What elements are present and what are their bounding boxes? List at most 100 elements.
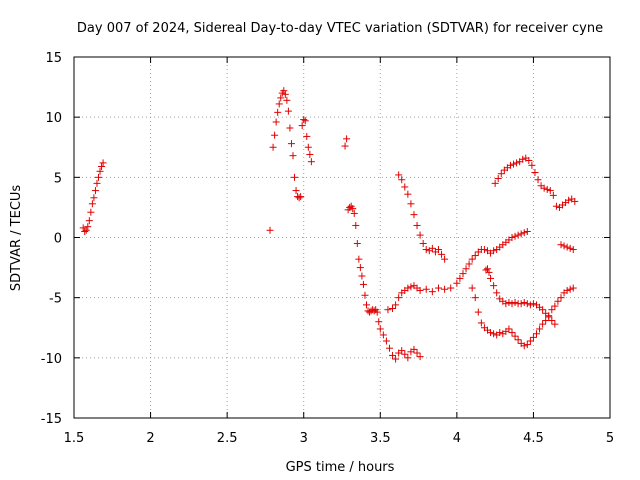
data-point xyxy=(474,308,482,316)
data-point xyxy=(557,241,565,249)
data-point xyxy=(520,298,528,306)
data-point xyxy=(491,179,499,187)
data-point xyxy=(416,231,424,239)
data-point xyxy=(91,187,99,195)
data-point xyxy=(485,268,493,276)
data-point xyxy=(494,175,502,183)
y-axis-label: SDTVAR / TECUs xyxy=(9,185,24,292)
data-point xyxy=(275,100,283,108)
data-point xyxy=(95,173,103,181)
data-point xyxy=(392,301,400,309)
x-tick-label: 5 xyxy=(606,431,614,446)
data-point xyxy=(447,284,455,292)
data-point xyxy=(511,232,519,240)
data-point xyxy=(375,318,383,326)
data-point xyxy=(546,187,554,195)
data-point xyxy=(280,87,288,95)
data-point xyxy=(428,288,436,296)
data-point xyxy=(281,90,289,98)
data-point xyxy=(385,344,393,352)
data-point xyxy=(301,117,309,125)
data-point xyxy=(356,264,364,272)
data-point xyxy=(502,300,510,308)
data-point xyxy=(540,184,548,192)
data-point xyxy=(343,135,351,143)
data-point xyxy=(459,270,467,278)
data-point xyxy=(93,179,101,187)
data-point xyxy=(529,333,537,341)
data-point xyxy=(536,325,544,333)
data-point xyxy=(422,246,430,254)
data-point xyxy=(468,284,476,292)
data-point xyxy=(566,285,574,293)
data-point xyxy=(543,185,551,193)
data-point xyxy=(416,286,424,294)
data-point xyxy=(287,140,295,148)
data-point xyxy=(401,183,409,191)
data-point xyxy=(395,294,403,302)
data-point xyxy=(531,169,539,177)
data-point xyxy=(510,160,518,168)
data-point xyxy=(497,170,505,178)
data-point xyxy=(84,223,92,231)
data-point xyxy=(404,354,412,362)
x-axis-label: GPS time / hours xyxy=(286,460,395,475)
data-point xyxy=(359,280,367,288)
y-tick-label: -10 xyxy=(41,352,62,367)
data-point xyxy=(90,194,98,202)
x-tick-label: 3.5 xyxy=(370,431,391,446)
data-point xyxy=(523,341,531,349)
data-point xyxy=(307,158,315,166)
y-tick-label: -15 xyxy=(41,412,62,427)
data-point xyxy=(274,108,282,116)
data-point xyxy=(349,205,357,213)
data-point xyxy=(401,350,409,358)
data-point xyxy=(407,283,415,291)
data-point xyxy=(361,291,369,299)
data-point xyxy=(298,122,306,130)
data-point xyxy=(358,272,366,280)
y-tick-label: 0 xyxy=(54,232,62,247)
data-point xyxy=(542,317,550,325)
data-point xyxy=(379,331,387,339)
data-point xyxy=(456,274,464,282)
data-point xyxy=(483,265,491,273)
data-point xyxy=(529,300,537,308)
data-point xyxy=(517,300,525,308)
data-point xyxy=(88,200,96,208)
data-point xyxy=(526,337,534,345)
data-point xyxy=(266,226,274,234)
y-tick-label: -5 xyxy=(49,292,62,307)
data-point xyxy=(410,211,418,219)
axis-ticks: 1.5 2 2.5 3 3.5 4 4.5 5 15 10 5 0 -5 -10 -15 xyxy=(41,51,614,446)
data-point xyxy=(283,96,291,104)
data-point xyxy=(410,345,418,353)
data-point xyxy=(519,155,527,163)
data-point xyxy=(413,349,421,357)
data-point xyxy=(548,306,556,314)
data-point xyxy=(416,353,424,361)
data-point xyxy=(490,282,498,290)
data-point xyxy=(96,167,104,175)
data-point xyxy=(398,176,406,184)
data-point xyxy=(468,255,476,263)
data-point xyxy=(389,304,397,312)
data-point xyxy=(389,351,397,359)
data-point xyxy=(539,320,547,328)
data-points xyxy=(79,87,579,363)
data-point xyxy=(453,279,461,287)
data-point xyxy=(303,132,311,140)
data-point xyxy=(441,255,449,263)
data-point xyxy=(395,171,403,179)
grid xyxy=(73,56,611,419)
x-tick-label: 1.5 xyxy=(64,431,85,446)
data-point xyxy=(363,301,371,309)
data-point xyxy=(81,227,89,235)
data-point xyxy=(295,194,303,202)
data-point xyxy=(284,107,292,115)
data-point xyxy=(350,209,358,217)
data-point xyxy=(487,274,495,282)
data-point xyxy=(506,161,514,169)
data-point xyxy=(346,203,354,211)
